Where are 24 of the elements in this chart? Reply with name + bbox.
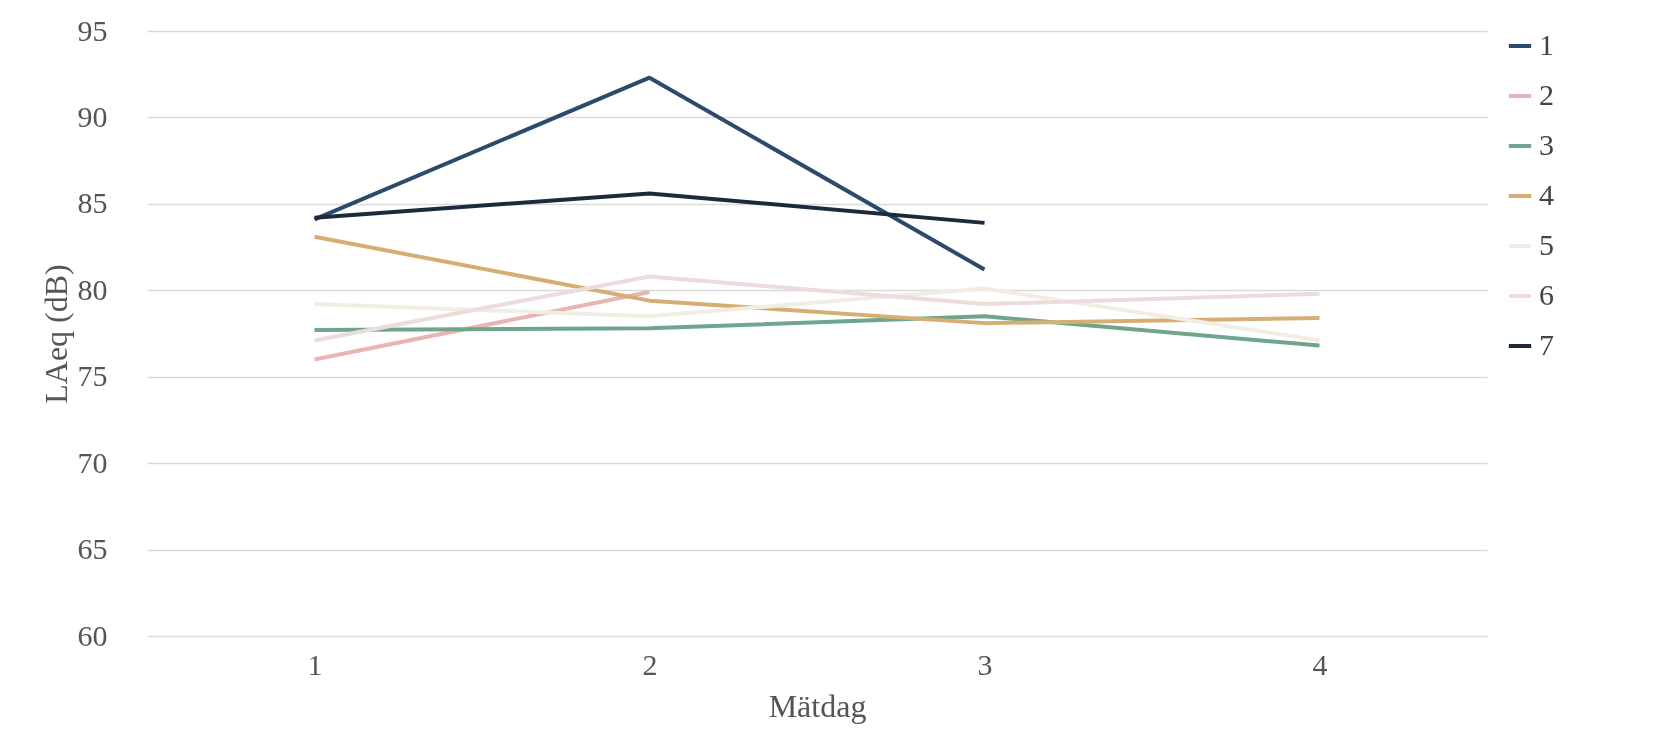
legend-label: 5 xyxy=(1539,228,1554,261)
y-tick-label: 65 xyxy=(77,532,108,566)
x-tick-label: 2 xyxy=(642,647,658,681)
y-tick-label: 60 xyxy=(77,618,108,652)
x-tick-label: 3 xyxy=(977,647,993,681)
line-series xyxy=(312,234,1322,326)
x-tick-label: 1 xyxy=(307,647,323,681)
y-tick-label: 85 xyxy=(77,186,108,220)
y-tick-label: 80 xyxy=(77,272,108,306)
y-tick-label: 70 xyxy=(77,445,108,479)
y-axis-title: LAeq (dB) xyxy=(37,264,74,404)
legend-label: 3 xyxy=(1539,128,1554,161)
legend-label: 2 xyxy=(1539,78,1554,111)
legend-label: 4 xyxy=(1539,178,1554,211)
x-axis-title: Mätdag xyxy=(768,687,867,724)
line-series xyxy=(312,274,1322,343)
legend-label: 1 xyxy=(1539,28,1554,61)
legend-label: 7 xyxy=(1539,328,1554,361)
legend-label: 6 xyxy=(1539,278,1554,311)
y-tick-label: 75 xyxy=(77,359,108,393)
y-tick-label: 95 xyxy=(77,13,108,47)
x-tick-label: 4 xyxy=(1312,647,1328,681)
line-series xyxy=(312,286,1322,343)
y-tick-label: 90 xyxy=(77,99,108,133)
